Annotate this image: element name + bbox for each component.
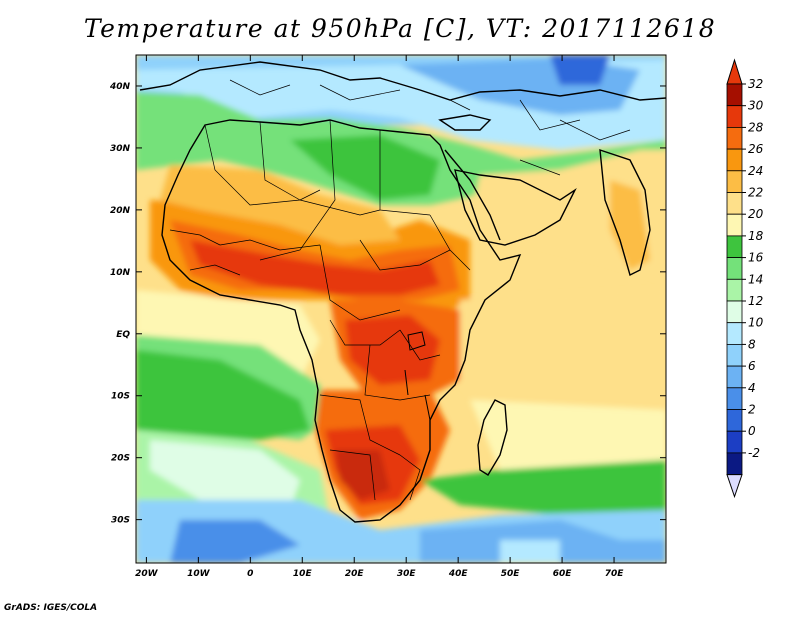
colorbar-label: 22 (748, 186, 763, 200)
lon-label: 20E (345, 569, 365, 579)
lon-label: 10W (187, 569, 211, 579)
lat-label: 30N (110, 144, 131, 154)
map-title: Temperature at 950hPa [C], VT: 201711261… (83, 14, 717, 43)
colorbar-label: 10 (748, 316, 764, 330)
colorbar-under-arrow (726, 474, 743, 499)
lat-label: 20S (111, 454, 130, 464)
lon-label: 0 (247, 569, 253, 579)
lon-label: 40E (448, 569, 469, 579)
colorbar-segment (726, 322, 743, 345)
lat-label: EQ (116, 330, 130, 340)
temperature-field (136, 55, 666, 563)
lon-label: 70E (605, 569, 625, 579)
lat-label: 20N (110, 206, 131, 216)
credit-text: GrADS: IGES/COLA (4, 603, 98, 613)
colorbar-label: 14 (748, 272, 763, 286)
lat-label: 10S (111, 392, 130, 402)
colorbar-segment (726, 213, 743, 237)
colorbar-segment (726, 430, 743, 454)
colorbar-label: 12 (748, 294, 763, 308)
colorbar-segment (726, 148, 743, 172)
colorbar-segment (726, 409, 743, 432)
colorbar-label: 30 (748, 99, 764, 113)
longitude-labels: 20W 10W 0 10E 20E 30E 40E 50E 60E 70E (135, 569, 624, 579)
colorbar-label: 24 (748, 164, 763, 178)
colorbar-segment (726, 300, 743, 324)
colorbar-segment (726, 192, 743, 215)
lakes (404, 331, 431, 421)
colorbar-label: 32 (748, 77, 763, 91)
colorbar-label: 28 (748, 120, 764, 134)
colorbar-over-arrow (726, 58, 743, 85)
colorbar-label: 0 (748, 424, 756, 438)
lat-label: 40N (109, 82, 131, 92)
colorbar-label: 20 (748, 207, 764, 221)
plot-frame (135, 54, 667, 564)
latitude-labels: 40N 30N 20N 10N EQ 10S 20S 30S (109, 82, 131, 526)
colorbar-segment (726, 257, 743, 280)
lat-label: 10N (110, 268, 131, 278)
lon-label: 50E (501, 569, 521, 579)
country-borders (169, 79, 631, 501)
axis-ticks (136, 55, 666, 563)
lon-label: 10E (293, 569, 313, 579)
colorbar-label: 2 (748, 403, 756, 417)
colorbar-segment (726, 452, 743, 475)
colorbar-label: 6 (748, 359, 756, 373)
colorbar-label: -2 (748, 446, 760, 460)
colorbar-segment (726, 170, 743, 193)
colorbar-label: 16 (748, 251, 764, 265)
lon-label: 20W (135, 569, 159, 579)
colorbar-label: 4 (748, 381, 756, 395)
colorbar-label: 26 (748, 142, 764, 156)
coastlines (139, 61, 666, 523)
lon-label: 60E (553, 569, 573, 579)
colorbar-label: 8 (748, 337, 756, 351)
colorbar-segment (726, 365, 743, 389)
lon-label: 30E (397, 569, 417, 579)
lat-label: 30S (111, 516, 130, 526)
colorbar-segment (726, 235, 743, 258)
colorbar-segment (726, 387, 743, 410)
colorbar-segment (726, 127, 743, 150)
colorbar-segment (726, 83, 743, 107)
colorbar-label: 18 (748, 229, 764, 243)
colorbar-segment (726, 105, 743, 128)
colorbar-segment (726, 343, 743, 367)
colorbar-segment (726, 278, 743, 302)
